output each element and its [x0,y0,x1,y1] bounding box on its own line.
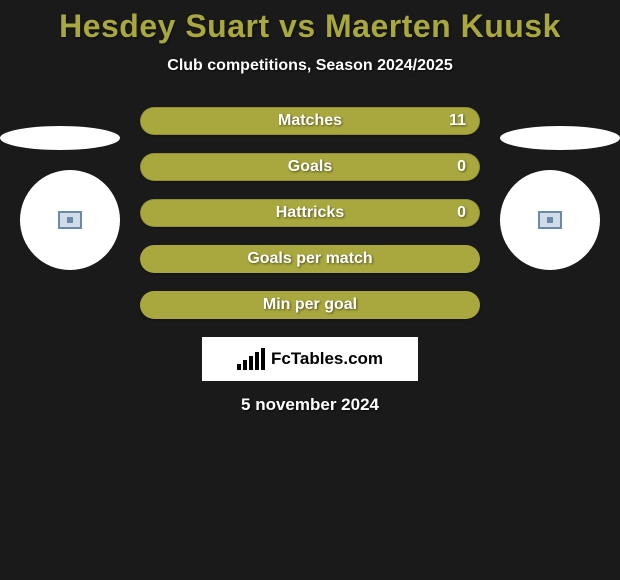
stat-label: Goals per match [247,250,372,268]
player-badge-left [20,170,120,270]
page-title: Hesdey Suart vs Maerten Kuusk [0,8,620,45]
stat-label: Matches [278,112,342,130]
stat-label: Min per goal [263,296,357,314]
stat-row: Goals per match [140,245,480,273]
stat-row: Hattricks 0 [140,199,480,227]
subtitle: Club competitions, Season 2024/2025 [0,57,620,75]
date-label: 5 november 2024 [0,395,620,415]
image-placeholder-icon [538,211,562,229]
image-placeholder-icon [58,211,82,229]
stat-value: 11 [449,112,466,130]
barchart-icon [237,348,265,370]
stat-value: 0 [457,158,466,176]
decor-ellipse-left [0,126,120,150]
stat-label: Goals [288,158,332,176]
infographic-container: Hesdey Suart vs Maerten Kuusk Club compe… [0,0,620,580]
stat-label: Hattricks [276,204,344,222]
stat-row: Goals 0 [140,153,480,181]
decor-ellipse-right [500,126,620,150]
stat-row: Matches 11 [140,107,480,135]
stats-rows: Matches 11 Goals 0 Hattricks 0 Goals per… [140,107,480,319]
logo-text: FcTables.com [271,349,383,369]
source-logo: FcTables.com [202,337,418,381]
stat-value: 0 [457,204,466,222]
player-badge-right [500,170,600,270]
stat-row: Min per goal [140,291,480,319]
